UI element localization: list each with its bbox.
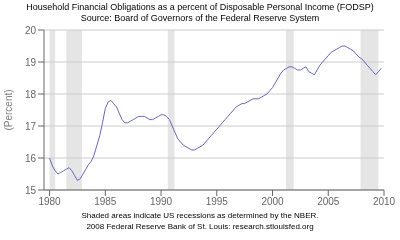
svg-text:1990: 1990 bbox=[150, 196, 173, 207]
svg-text:17: 17 bbox=[25, 121, 37, 132]
html-text:Shaded areas indicate US reces: Shaded areas indicate US recessions as d… bbox=[81, 211, 319, 220]
svg-text:1980: 1980 bbox=[38, 196, 61, 207]
svg-text:1995: 1995 bbox=[206, 196, 229, 207]
svg-text:20: 20 bbox=[25, 25, 37, 36]
svg-text:2005: 2005 bbox=[317, 196, 340, 207]
svg-text:16: 16 bbox=[25, 153, 37, 164]
html-text:2008 Federal Reserve Bank of S: 2008 Federal Reserve Bank of St. Louis: … bbox=[86, 222, 314, 231]
svg-text:(Percent): (Percent) bbox=[8, 89, 14, 130]
svg-text:15: 15 bbox=[25, 185, 37, 196]
svg-text:2010: 2010 bbox=[373, 196, 392, 207]
svg-text:2000: 2000 bbox=[261, 196, 284, 207]
svg-text:19: 19 bbox=[25, 57, 37, 68]
html-text:Source: Board of Governors of: Source: Board of Governors of the Federa… bbox=[80, 13, 320, 23]
svg-text:18: 18 bbox=[25, 89, 37, 100]
html-text:Household Financial Obligation: Household Financial Obligations as a per… bbox=[26, 2, 374, 12]
svg-text:1985: 1985 bbox=[94, 196, 117, 207]
